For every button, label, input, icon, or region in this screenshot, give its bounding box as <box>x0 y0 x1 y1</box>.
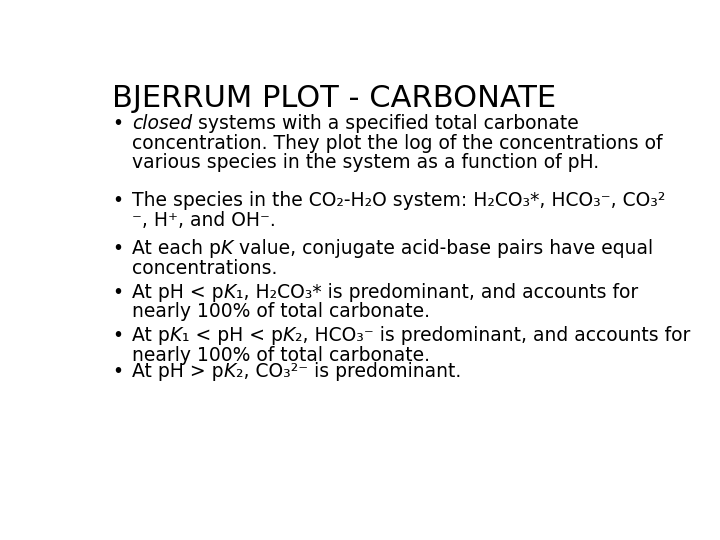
Text: ₁, H₂CO₃* is predominant, and accounts for: ₁, H₂CO₃* is predominant, and accounts f… <box>235 282 638 302</box>
Text: K: K <box>221 239 233 258</box>
Text: K: K <box>283 326 295 345</box>
Text: ₂, CO₃²⁻ is predominant.: ₂, CO₃²⁻ is predominant. <box>235 362 461 381</box>
Text: •: • <box>112 239 123 258</box>
Text: ⁻, H⁺, and OH⁻.: ⁻, H⁺, and OH⁻. <box>132 211 276 229</box>
Text: nearly 100% of total carbonate.: nearly 100% of total carbonate. <box>132 302 430 321</box>
Text: •: • <box>112 362 123 381</box>
Text: K: K <box>223 282 235 302</box>
Text: K: K <box>170 326 182 345</box>
Text: BJERRUM PLOT - CARBONATE: BJERRUM PLOT - CARBONATE <box>112 84 557 112</box>
Text: K: K <box>223 362 235 381</box>
Text: ₂, HCO₃⁻ is predominant, and accounts for: ₂, HCO₃⁻ is predominant, and accounts fo… <box>295 326 690 345</box>
Text: value, conjugate acid-base pairs have equal: value, conjugate acid-base pairs have eq… <box>233 239 653 258</box>
Text: closed: closed <box>132 114 192 133</box>
Text: various species in the system as a function of pH.: various species in the system as a funct… <box>132 153 599 172</box>
Text: The species in the CO₂-H₂O system: H₂CO₃*, HCO₃⁻, CO₃²: The species in the CO₂-H₂O system: H₂CO₃… <box>132 191 665 210</box>
Text: •: • <box>112 191 123 210</box>
Text: nearly 100% of total carbonate.: nearly 100% of total carbonate. <box>132 346 430 365</box>
Text: •: • <box>112 282 123 302</box>
Text: •: • <box>112 114 123 133</box>
Text: At p: At p <box>132 326 170 345</box>
Text: concentration. They plot the log of the concentrations of: concentration. They plot the log of the … <box>132 134 662 153</box>
Text: systems with a specified total carbonate: systems with a specified total carbonate <box>192 114 579 133</box>
Text: At each p: At each p <box>132 239 221 258</box>
Text: concentrations.: concentrations. <box>132 259 277 278</box>
Text: ₁ < pH < p: ₁ < pH < p <box>182 326 283 345</box>
Text: •: • <box>112 326 123 345</box>
Text: At pH > p: At pH > p <box>132 362 223 381</box>
Text: At pH < p: At pH < p <box>132 282 223 302</box>
